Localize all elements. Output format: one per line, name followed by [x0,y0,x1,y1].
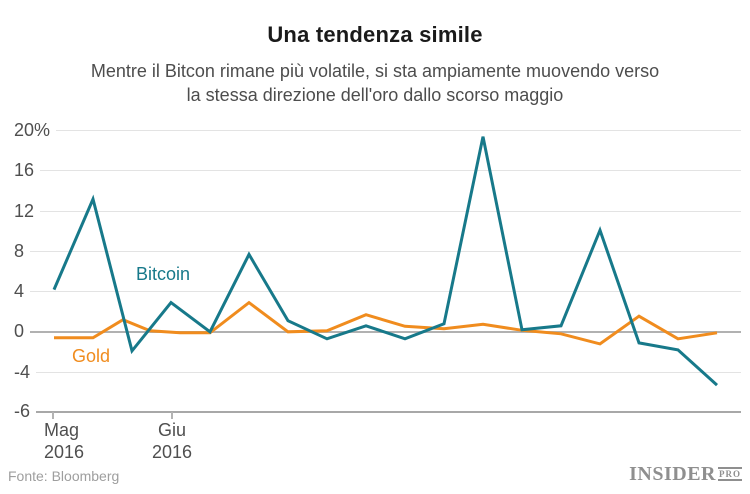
gridline [36,410,741,413]
x-tick-label-mag-month: Mag [44,420,80,440]
y-axis-row: 20% [14,120,741,142]
insider-pro-logo-sub: PRO [718,467,742,481]
y-tick-label: 12 [14,200,35,221]
y-axis-row: 0 [14,321,741,343]
gridline [36,371,741,373]
y-tick-label: 0 [14,321,25,342]
x-tick-label-giu-month: Giu [157,420,186,440]
x-tick-mark-mag [52,412,54,419]
insider-pro-logo-main: INSIDER [629,463,716,485]
gridline [56,130,741,132]
gridline [30,291,741,292]
x-tick-mark-giu [171,412,173,419]
chart-subtitle-line1: Mentre il Bitcon rimane più volatile, si… [90,61,660,81]
y-axis-row: 16 [14,160,741,182]
x-tick-label-mag-year: 2016 [44,442,85,462]
x-tick-label-giu-year: 2016 [151,442,193,462]
y-tick-label: 20% [14,120,51,141]
bitcoin-series-label: Bitcoin [136,264,191,284]
chart-subtitle-line2: la stessa direzione dell'oro dallo scors… [186,85,564,105]
chart-title: Una tendenza simile [267,22,483,47]
y-tick-label: -4 [14,361,31,382]
gridline [40,210,741,212]
insider-pro-logo: INSIDER PRO [629,463,742,486]
y-tick-label: 16 [14,160,35,181]
y-axis-row: 8 [14,240,741,262]
gridline [30,330,741,333]
gridline [40,170,741,172]
y-tick-label: 4 [14,281,25,301]
gold-series-label: Gold [72,346,111,366]
y-axis-row: -6 [14,401,741,423]
chart-subtitle: Mentre il Bitcon rimane più volatile, si… [0,59,750,107]
source-credit: Fonte: Bloomberg [8,468,120,484]
x-tick-label-giu: Giu 2016 [142,419,202,463]
y-axis-row: -4 [14,361,741,383]
y-tick-label: 8 [14,240,25,261]
y-axis-row: 4 [14,281,741,303]
gridline [30,250,741,252]
y-axis-row: 12 [14,200,741,222]
y-tick-label: -6 [14,401,31,421]
x-tick-label-mag: Mag 2016 [44,419,84,463]
